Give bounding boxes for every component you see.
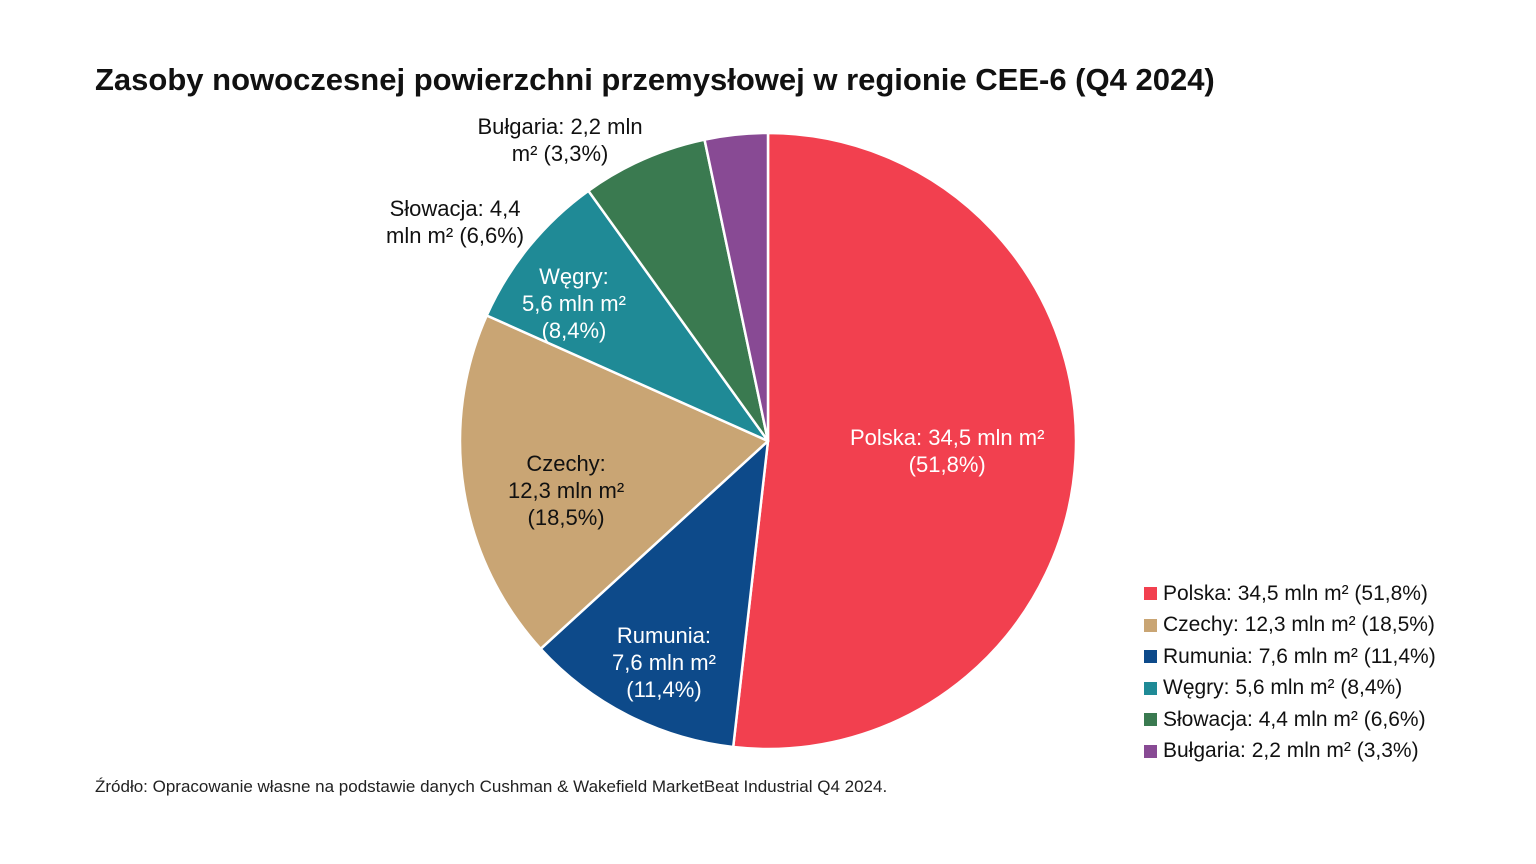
slice-label-line: 12,3 mln m²	[508, 478, 625, 503]
slice-label-line: 7,6 mln m²	[612, 650, 716, 675]
pie-slice-polska	[731, 131, 1078, 751]
pie-slice-slowacja	[587, 138, 770, 443]
slice-label-line: (11,4%)	[626, 677, 702, 702]
slice-label-bulgaria: Bułgaria: 2,2 mln m² (3,3%)	[478, 113, 643, 167]
slice-label-czechy: Czechy: 12,3 mln m² (18,5%)	[508, 450, 624, 531]
slice-label-slowacja: Słowacja: 4,4 mln m² (6,6%)	[386, 195, 524, 249]
legend-item-bulgaria: Bułgaria: 2,2 mln m² (3,3%)	[1144, 736, 1436, 768]
pie-slice-czechy	[458, 314, 770, 651]
slice-label-line: (18,5%)	[527, 505, 605, 530]
slice-label-line: Bułgaria: 2,2 mln	[477, 114, 643, 139]
pie-slice-rumunia	[539, 439, 770, 749]
legend-label: Czechy: 12,3 mln m² (18,5%)	[1163, 613, 1435, 637]
slice-label-rumunia: Rumunia: 7,6 mln m² (11,4%)	[612, 622, 716, 703]
legend-label: Bułgaria: 2,2 mln m² (3,3%)	[1163, 739, 1419, 763]
legend-swatch	[1144, 618, 1157, 632]
legend-label: Rumunia: 7,6 mln m² (11,4%)	[1163, 644, 1436, 668]
slice-label-line: m² (3,3%)	[511, 141, 609, 166]
chart-title: Zasoby nowoczesnej powierzchni przemysło…	[95, 62, 1215, 97]
legend-label: Węgry: 5,6 mln m² (8,4%)	[1163, 676, 1403, 700]
slice-label-line: (51,8%)	[908, 452, 986, 477]
slice-label-line: (8,4%)	[541, 318, 607, 343]
slice-label-line: Polska: 34,5 mln m²	[850, 425, 1045, 450]
pie-slice-wegry	[485, 189, 770, 443]
legend-item-slowacja: Słowacja: 4,4 mln m² (6,6%)	[1144, 704, 1436, 736]
legend-swatch	[1144, 744, 1157, 758]
slice-label-wegry: Węgry: 5,6 mln m² (8,4%)	[522, 263, 626, 344]
slice-label-line: 5,6 mln m²	[522, 291, 626, 316]
legend-swatch	[1144, 713, 1157, 727]
legend-item-rumunia: Rumunia: 7,6 mln m² (11,4%)	[1144, 641, 1436, 673]
slice-label-line: Słowacja: 4,4	[389, 196, 521, 221]
legend-item-wegry: Węgry: 5,6 mln m² (8,4%)	[1144, 673, 1436, 705]
legend-item-polska: Polska: 34,5 mln m² (51,8%)	[1144, 578, 1436, 610]
legend-swatch	[1144, 681, 1157, 695]
pie-slice-bulgaria	[703, 131, 770, 443]
legend-swatch	[1144, 650, 1157, 664]
slice-label-line: Węgry:	[539, 264, 609, 289]
legend-swatch	[1144, 587, 1157, 601]
legend-label: Słowacja: 4,4 mln m² (6,6%)	[1163, 707, 1426, 731]
slice-label-line: Czechy:	[526, 451, 606, 476]
slice-label-line: mln m² (6,6%)	[386, 223, 525, 248]
chart-legend: Polska: 34,5 mln m² (51,8%) Czechy: 12,3 …	[1144, 578, 1436, 767]
legend-item-czechy: Czechy: 12,3 mln m² (18,5%)	[1144, 610, 1436, 642]
slice-label-polska: Polska: 34,5 mln m² (51,8%)	[850, 424, 1044, 478]
slice-label-line: Rumunia:	[616, 623, 712, 648]
source-note: Źródło: Opracowanie własne na podstawie …	[95, 777, 888, 796]
legend-label: Polska: 34,5 mln m² (51,8%)	[1163, 581, 1428, 605]
